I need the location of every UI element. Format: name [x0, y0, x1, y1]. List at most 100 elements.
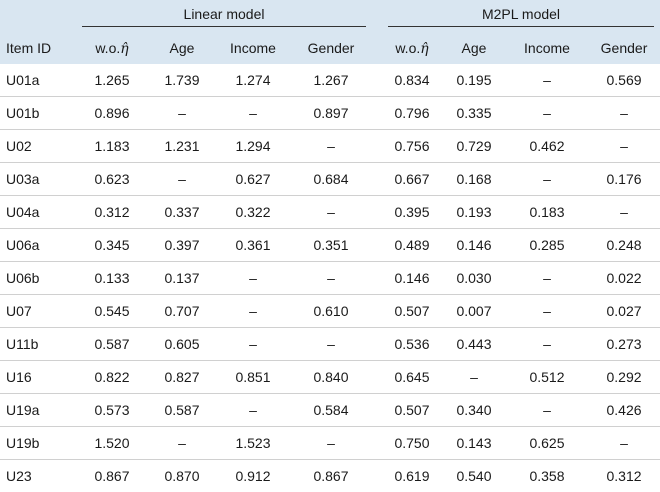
linear-gender-cell: 0.610	[290, 295, 372, 328]
m2pl-gender-cell: 0.027	[588, 295, 660, 328]
table-row: U19a 0.573 0.587 – 0.584 0.507 0.340 – 0…	[0, 394, 660, 427]
table-row: U11b 0.587 0.605 – – 0.536 0.443 – 0.273	[0, 328, 660, 361]
linear-wo-cell: 0.312	[76, 196, 148, 229]
column-header-row: Item ID w.o.η̂ Age Income Gender w.o.η̂ …	[0, 32, 660, 64]
m2pl-wo-cell: 0.146	[372, 262, 442, 295]
linear-income-cell: –	[216, 97, 290, 130]
table-row: U07 0.545 0.707 – 0.610 0.507 0.007 – 0.…	[0, 295, 660, 328]
m2pl-age-cell: 0.007	[442, 295, 506, 328]
item-id-cell: U11b	[0, 328, 76, 361]
m2pl-gender-cell: 0.022	[588, 262, 660, 295]
table-row: U04a 0.312 0.337 0.322 – 0.395 0.193 0.1…	[0, 196, 660, 229]
table-row: U01a 1.265 1.739 1.274 1.267 0.834 0.195…	[0, 64, 660, 97]
item-id-cell: U19b	[0, 427, 76, 460]
linear-gender-cell: 0.351	[290, 229, 372, 262]
m2pl-income-cell: –	[506, 328, 588, 361]
group-label-m2pl: M2PL model	[388, 6, 654, 27]
m2pl-wo-cell: 0.395	[372, 196, 442, 229]
m2pl-age-cell: 0.168	[442, 163, 506, 196]
eta-hat-symbol: η̂	[420, 41, 428, 57]
table-body: U01a 1.265 1.739 1.274 1.267 0.834 0.195…	[0, 64, 660, 492]
m2pl-age-cell: 0.335	[442, 97, 506, 130]
group-header-m2pl: M2PL model	[372, 0, 660, 32]
linear-income-cell: 0.322	[216, 196, 290, 229]
linear-income-cell: –	[216, 328, 290, 361]
m2pl-income-cell: –	[506, 295, 588, 328]
m2pl-wo-cell: 0.507	[372, 295, 442, 328]
m2pl-age-cell: 0.729	[442, 130, 506, 163]
m2pl-income-cell: 0.358	[506, 460, 588, 492]
col-header-linear-income: Income	[216, 32, 290, 64]
m2pl-gender-cell: 0.426	[588, 394, 660, 427]
group-header-row: Linear model M2PL model	[0, 0, 660, 32]
m2pl-income-cell: –	[506, 97, 588, 130]
linear-wo-cell: 0.587	[76, 328, 148, 361]
linear-wo-cell: 1.520	[76, 427, 148, 460]
linear-age-cell: –	[148, 97, 216, 130]
m2pl-age-cell: 0.143	[442, 427, 506, 460]
m2pl-wo-cell: 0.489	[372, 229, 442, 262]
linear-income-cell: 0.851	[216, 361, 290, 394]
m2pl-gender-cell: 0.569	[588, 64, 660, 97]
item-id-cell: U03a	[0, 163, 76, 196]
item-id-cell: U07	[0, 295, 76, 328]
m2pl-gender-cell: –	[588, 196, 660, 229]
item-id-cell: U19a	[0, 394, 76, 427]
linear-income-cell: –	[216, 394, 290, 427]
col-header-item-id: Item ID	[0, 32, 76, 64]
table-row: U02 1.183 1.231 1.294 – 0.756 0.729 0.46…	[0, 130, 660, 163]
linear-age-cell: 0.587	[148, 394, 216, 427]
m2pl-age-cell: 0.340	[442, 394, 506, 427]
m2pl-age-cell: –	[442, 361, 506, 394]
linear-gender-cell: 0.897	[290, 97, 372, 130]
m2pl-income-cell: 0.625	[506, 427, 588, 460]
table-row: U06b 0.133 0.137 – – 0.146 0.030 – 0.022	[0, 262, 660, 295]
linear-age-cell: –	[148, 163, 216, 196]
linear-income-cell: –	[216, 295, 290, 328]
col-header-linear-gender: Gender	[290, 32, 372, 64]
linear-wo-cell: 0.867	[76, 460, 148, 492]
linear-wo-cell: 0.573	[76, 394, 148, 427]
m2pl-income-cell: 0.462	[506, 130, 588, 163]
item-id-cell: U04a	[0, 196, 76, 229]
group-header-empty	[0, 0, 76, 32]
linear-age-cell: 0.337	[148, 196, 216, 229]
linear-gender-cell: 1.267	[290, 64, 372, 97]
linear-age-cell: 1.231	[148, 130, 216, 163]
linear-income-cell: 0.912	[216, 460, 290, 492]
m2pl-wo-cell: 0.750	[372, 427, 442, 460]
linear-wo-cell: 1.265	[76, 64, 148, 97]
linear-age-cell: 0.707	[148, 295, 216, 328]
linear-gender-cell: 0.867	[290, 460, 372, 492]
linear-age-cell: 0.605	[148, 328, 216, 361]
linear-wo-cell: 0.545	[76, 295, 148, 328]
linear-gender-cell: 0.840	[290, 361, 372, 394]
m2pl-wo-cell: 0.645	[372, 361, 442, 394]
m2pl-age-cell: 0.193	[442, 196, 506, 229]
linear-wo-cell: 1.183	[76, 130, 148, 163]
table-row: U19b 1.520 – 1.523 – 0.750 0.143 0.625 –	[0, 427, 660, 460]
col-header-linear-age: Age	[148, 32, 216, 64]
m2pl-age-cell: 0.195	[442, 64, 506, 97]
item-id-cell: U06a	[0, 229, 76, 262]
linear-gender-cell: –	[290, 427, 372, 460]
table-row: U01b 0.896 – – 0.897 0.796 0.335 – –	[0, 97, 660, 130]
linear-age-cell: 0.827	[148, 361, 216, 394]
item-id-cell: U23	[0, 460, 76, 492]
m2pl-wo-cell: 0.507	[372, 394, 442, 427]
eta-hat-symbol: η̂	[120, 41, 128, 57]
m2pl-gender-cell: 0.292	[588, 361, 660, 394]
m2pl-wo-cell: 0.536	[372, 328, 442, 361]
m2pl-wo-cell: 0.667	[372, 163, 442, 196]
m2pl-income-cell: –	[506, 394, 588, 427]
m2pl-wo-cell: 0.834	[372, 64, 442, 97]
table-row: U16 0.822 0.827 0.851 0.840 0.645 – 0.51…	[0, 361, 660, 394]
item-id-cell: U02	[0, 130, 76, 163]
linear-income-cell: 0.361	[216, 229, 290, 262]
linear-income-cell: 0.627	[216, 163, 290, 196]
linear-wo-cell: 0.345	[76, 229, 148, 262]
wo-prefix: w.o.	[95, 40, 120, 56]
m2pl-gender-cell: 0.312	[588, 460, 660, 492]
linear-gender-cell: 0.584	[290, 394, 372, 427]
